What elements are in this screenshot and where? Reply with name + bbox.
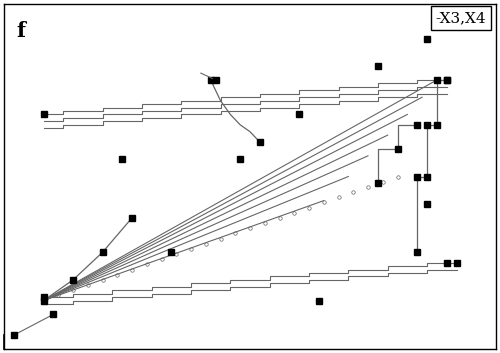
Text: f: f xyxy=(16,22,26,41)
Text: -X3,X4: -X3,X4 xyxy=(436,11,486,25)
